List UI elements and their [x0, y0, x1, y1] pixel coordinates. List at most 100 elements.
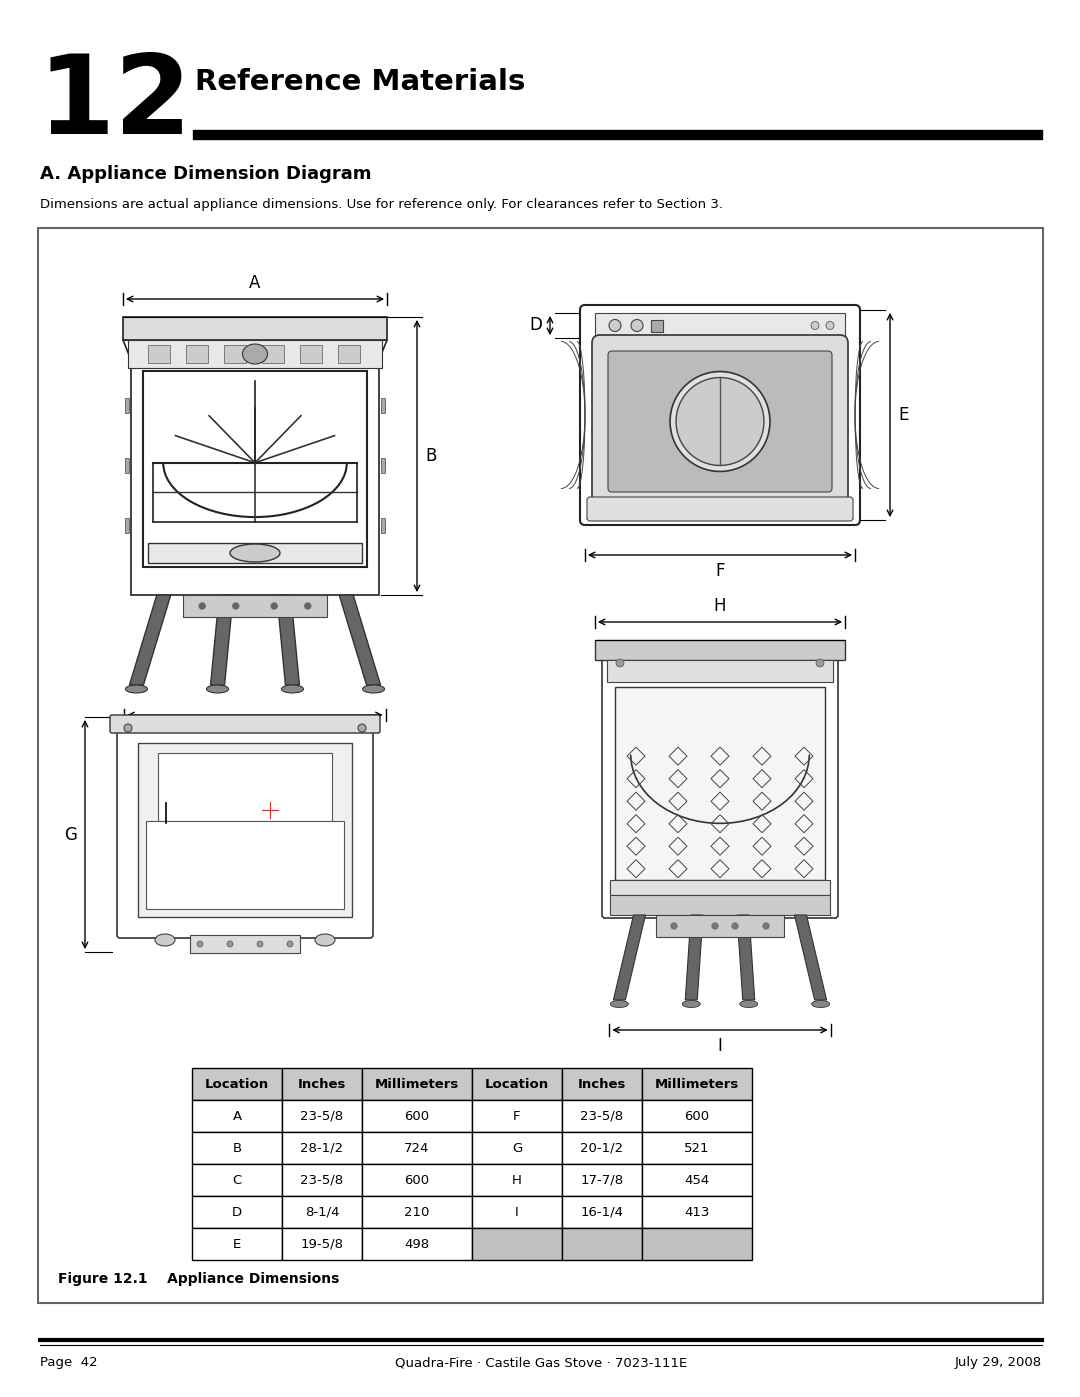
Ellipse shape	[243, 344, 268, 365]
Bar	[138, 743, 352, 916]
Bar	[362, 1067, 472, 1099]
Polygon shape	[339, 595, 380, 685]
Ellipse shape	[812, 1000, 829, 1007]
FancyBboxPatch shape	[580, 305, 860, 525]
Text: A: A	[232, 1109, 242, 1123]
Polygon shape	[130, 595, 171, 685]
Text: 210: 210	[404, 1206, 430, 1218]
Circle shape	[271, 604, 278, 609]
Text: Inches: Inches	[578, 1077, 626, 1091]
Text: H: H	[512, 1173, 522, 1186]
Text: G: G	[512, 1141, 522, 1154]
Bar	[562, 1196, 642, 1228]
Text: 498: 498	[404, 1238, 430, 1250]
Bar	[192, 1228, 282, 1260]
Circle shape	[676, 377, 764, 465]
Bar	[642, 1099, 752, 1132]
Circle shape	[227, 942, 233, 947]
Circle shape	[233, 604, 239, 609]
Text: 600: 600	[404, 1109, 430, 1123]
Text: F: F	[513, 1109, 521, 1123]
Bar	[615, 687, 825, 880]
Text: 20-1/2: 20-1/2	[580, 1141, 623, 1154]
Bar	[338, 345, 360, 363]
Bar	[143, 372, 367, 567]
FancyBboxPatch shape	[608, 351, 832, 492]
Ellipse shape	[206, 685, 229, 693]
Text: D: D	[232, 1206, 242, 1218]
Ellipse shape	[363, 685, 384, 693]
Bar	[129, 339, 382, 367]
Bar	[123, 317, 387, 339]
Text: D: D	[529, 317, 542, 334]
Text: B: B	[232, 1141, 242, 1154]
Text: Page  42: Page 42	[40, 1356, 97, 1369]
Circle shape	[762, 923, 769, 929]
Text: 17-7/8: 17-7/8	[580, 1173, 623, 1186]
FancyBboxPatch shape	[117, 722, 373, 937]
Polygon shape	[737, 915, 755, 1000]
Bar	[472, 1164, 562, 1196]
Polygon shape	[276, 595, 299, 685]
Bar	[362, 1228, 472, 1260]
Text: Dimensions are actual appliance dimensions. Use for reference only. For clearanc: Dimensions are actual appliance dimensio…	[40, 198, 723, 211]
Bar	[362, 1099, 472, 1132]
Bar	[381, 458, 384, 474]
Text: 16-1/4: 16-1/4	[581, 1206, 623, 1218]
Bar	[595, 313, 845, 338]
Bar	[282, 1228, 362, 1260]
Text: 8-1/4: 8-1/4	[305, 1206, 339, 1218]
Bar	[282, 1067, 362, 1099]
Text: E: E	[233, 1238, 241, 1250]
Text: 19-5/8: 19-5/8	[300, 1238, 343, 1250]
Ellipse shape	[125, 685, 148, 693]
Text: F: F	[715, 562, 725, 580]
Text: C: C	[249, 722, 260, 740]
Bar	[362, 1164, 472, 1196]
Text: 28-1/2: 28-1/2	[300, 1141, 343, 1154]
FancyBboxPatch shape	[588, 497, 853, 521]
Text: B: B	[426, 447, 436, 465]
Bar	[610, 880, 831, 895]
Circle shape	[305, 604, 311, 609]
Bar	[224, 345, 246, 363]
Bar	[186, 345, 208, 363]
Text: A: A	[249, 274, 260, 292]
Bar	[192, 1132, 282, 1164]
Circle shape	[826, 321, 834, 330]
Bar	[300, 345, 322, 363]
Text: I: I	[515, 1206, 518, 1218]
Bar	[472, 1196, 562, 1228]
Bar	[192, 1164, 282, 1196]
Bar	[192, 1099, 282, 1132]
Text: 23-5/8: 23-5/8	[580, 1109, 623, 1123]
Bar	[381, 398, 384, 414]
Circle shape	[287, 942, 293, 947]
Text: E: E	[897, 407, 908, 425]
Circle shape	[616, 659, 624, 666]
Circle shape	[816, 659, 824, 666]
Polygon shape	[123, 339, 387, 595]
Bar	[192, 1067, 282, 1099]
Bar	[148, 543, 362, 563]
Bar	[651, 320, 663, 331]
Bar	[158, 753, 332, 821]
FancyBboxPatch shape	[592, 335, 848, 509]
Bar	[125, 458, 129, 474]
Bar	[472, 1099, 562, 1132]
Text: Figure 12.1    Appliance Dimensions: Figure 12.1 Appliance Dimensions	[58, 1273, 339, 1287]
Bar	[125, 398, 129, 414]
Bar	[642, 1067, 752, 1099]
Polygon shape	[613, 915, 646, 1000]
Bar	[642, 1164, 752, 1196]
Bar	[282, 1164, 362, 1196]
Bar	[183, 595, 327, 617]
Bar	[562, 1067, 642, 1099]
Bar	[125, 518, 129, 534]
Bar	[282, 1099, 362, 1132]
Bar	[362, 1132, 472, 1164]
Bar	[562, 1099, 642, 1132]
Bar	[190, 935, 300, 953]
Bar	[282, 1196, 362, 1228]
Bar	[562, 1228, 642, 1260]
